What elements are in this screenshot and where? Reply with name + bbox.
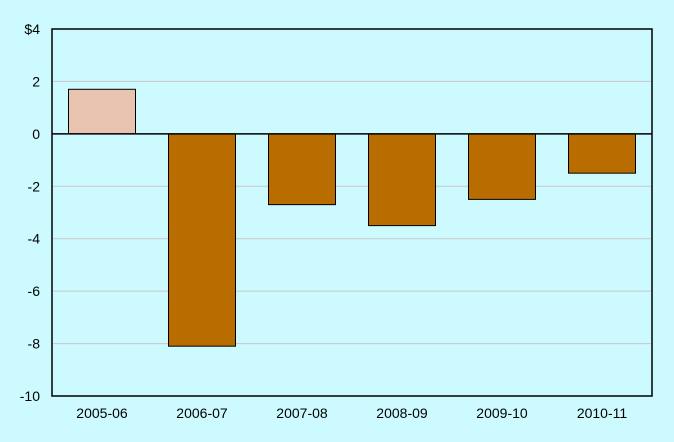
bar-2006-07 — [168, 133, 236, 347]
x-axis-tick-labels: 2005-06 2006-07 2007-08 2008-09 2009-10 2010-… — [76, 405, 627, 421]
bars — [68, 88, 636, 347]
x-tick-label: 2006-07 — [176, 405, 228, 421]
x-tick-label: 2009-10 — [476, 405, 528, 421]
gridlines — [52, 80, 652, 345]
y-tick-label: 0 — [32, 126, 40, 142]
x-tick-label: 2005-06 — [76, 405, 128, 421]
bar-2008-09 — [368, 133, 436, 227]
bar-2010-11 — [568, 133, 636, 174]
plot-area-frame — [51, 28, 653, 397]
y-axis-tick-labels: -10 -8 -6 -4 -2 0 2 $4 — [20, 21, 40, 404]
bar-2007-08 — [268, 133, 336, 206]
y-tick-label: -6 — [28, 283, 41, 299]
y-tick-label: -10 — [20, 388, 40, 404]
x-tick-label: 2008-09 — [376, 405, 428, 421]
x-tick-label: 2010-11 — [577, 405, 628, 421]
y-tick-label: -8 — [28, 336, 41, 352]
y-tick-label: -2 — [28, 178, 41, 194]
bar-2009-10 — [468, 133, 536, 200]
x-tick-label: 2007-08 — [276, 405, 328, 421]
bar-2005-06 — [68, 88, 136, 135]
y-tick-label: 2 — [32, 73, 40, 89]
y-tick-label: -4 — [28, 231, 41, 247]
y-tick-label: $4 — [24, 21, 40, 37]
